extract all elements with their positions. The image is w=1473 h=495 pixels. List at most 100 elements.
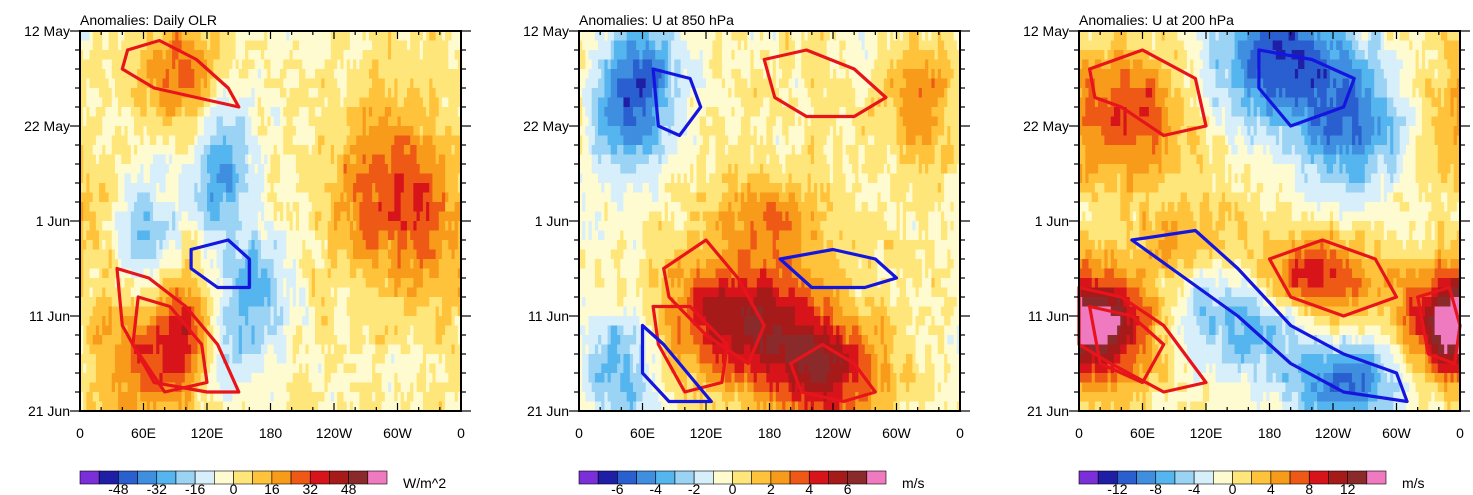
heatmap-cell (318, 69, 322, 80)
heatmap-cell (451, 126, 456, 137)
heatmap-cell (422, 97, 427, 108)
heatmap-cell (375, 88, 380, 99)
heatmap-cell (349, 88, 354, 99)
heatmap-cell (165, 116, 170, 127)
heatmap-cell (422, 88, 427, 99)
heatmap-cell (156, 88, 160, 99)
heatmap-cell (286, 59, 291, 70)
heatmap-cell (194, 107, 199, 118)
heatmap-cell (308, 59, 313, 70)
heatmap-cell (203, 116, 208, 127)
heatmap-cell (248, 116, 253, 127)
heatmap-cell (397, 126, 402, 137)
heatmap-cell (273, 135, 278, 146)
heatmap-cell (127, 40, 132, 51)
heatmap-cell (118, 50, 122, 61)
heatmap-cell (251, 59, 256, 70)
heatmap-cell (445, 50, 449, 61)
heatmap-cell (441, 126, 446, 137)
heatmap-cell (130, 59, 135, 70)
heatmap-cell (149, 59, 154, 70)
heatmap-cell (302, 40, 307, 51)
heatmap-cell (254, 40, 259, 51)
heatmap-cell (426, 135, 430, 146)
heatmap-cell (349, 135, 354, 146)
heatmap-cell (413, 135, 418, 146)
heatmap-cell (419, 88, 424, 99)
heatmap-cell (334, 50, 338, 61)
heatmap-cell (229, 78, 233, 89)
heatmap-cell (356, 126, 360, 137)
heatmap-cell (378, 107, 383, 118)
heatmap-cell (267, 97, 272, 108)
heatmap-cell (241, 135, 246, 146)
heatmap-cell (102, 107, 106, 118)
heatmap-cell (207, 59, 211, 70)
heatmap-cell (121, 40, 126, 51)
heatmap-cell (311, 88, 316, 99)
heatmap-cell (283, 107, 287, 118)
heatmap-cell (80, 145, 84, 156)
heatmap-cell (387, 78, 392, 89)
heatmap-cell (426, 69, 430, 80)
heatmap-cell (207, 135, 211, 146)
heatmap-cell (457, 126, 462, 137)
heatmap-cell (280, 116, 284, 127)
heatmap-cell (191, 126, 195, 137)
heatmap-cell (353, 31, 357, 42)
heatmap-cell (273, 50, 278, 61)
heatmap-cell (432, 135, 437, 146)
heatmap-cell (280, 69, 284, 80)
heatmap-cell (365, 135, 370, 146)
heatmap-cell (349, 31, 354, 42)
heatmap-cell (416, 126, 421, 137)
heatmap-cell (153, 40, 157, 51)
heatmap-cell (280, 107, 284, 118)
heatmap-cell (346, 78, 351, 89)
heatmap-cell (337, 97, 341, 108)
heatmap-cell (324, 126, 329, 137)
heatmap-cell (356, 97, 360, 108)
heatmap-cell (200, 126, 205, 137)
heatmap-cell (334, 78, 338, 89)
heatmap-cell (276, 78, 281, 89)
heatmap-cell (149, 135, 154, 146)
heatmap-cell (238, 116, 243, 127)
heatmap-cell (311, 50, 316, 61)
heatmap-cell (229, 40, 233, 51)
heatmap-cell (124, 31, 129, 42)
heatmap-cell (102, 97, 106, 108)
heatmap-cell (435, 40, 440, 51)
heatmap-cell (267, 107, 272, 118)
heatmap-cell (222, 88, 227, 99)
heatmap-cell (324, 97, 329, 108)
heatmap-cell (381, 126, 386, 137)
heatmap-cell (311, 135, 316, 146)
heatmap-cell (197, 126, 202, 137)
heatmap-cell (448, 116, 453, 127)
heatmap-cell (410, 88, 414, 99)
heatmap-cell (340, 69, 345, 80)
heatmap-cell (187, 59, 192, 70)
heatmap-cell (448, 126, 453, 137)
heatmap-cell (429, 97, 434, 108)
heatmap-cell (391, 69, 395, 80)
heatmap-cell (159, 97, 164, 108)
heatmap-cell (156, 59, 160, 70)
heatmap-cell (191, 78, 195, 89)
heatmap-cell (245, 88, 249, 99)
heatmap-cell (353, 107, 357, 118)
heatmap-cell (441, 50, 446, 61)
heatmap-cell (162, 40, 167, 51)
heatmap-cell (365, 69, 370, 80)
heatmap-cell (270, 116, 275, 127)
heatmap-cell (267, 126, 272, 137)
heatmap-cell (83, 126, 87, 137)
heatmap-cell (159, 31, 164, 42)
heatmap-cell (416, 31, 421, 42)
heatmap-cell (308, 135, 313, 146)
heatmap-cell (435, 50, 440, 61)
heatmap-cell (83, 59, 87, 70)
heatmap-cell (165, 78, 170, 89)
heatmap-cell (349, 97, 354, 108)
